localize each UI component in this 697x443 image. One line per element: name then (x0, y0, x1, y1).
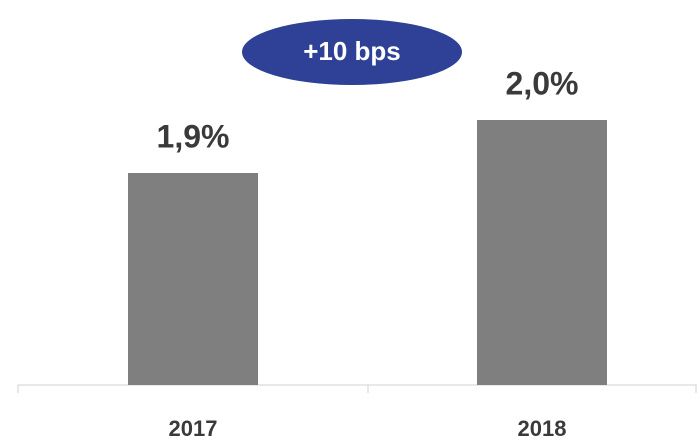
bar (477, 120, 607, 385)
x-tick-label: 2018 (518, 416, 567, 441)
bar (128, 173, 258, 385)
annotation-badge (242, 19, 462, 85)
data-label: 1,9% (157, 118, 230, 154)
x-tick-label: 2017 (169, 416, 218, 441)
annotation: +10 bps (303, 36, 401, 66)
data-label: 2,0% (506, 65, 579, 101)
